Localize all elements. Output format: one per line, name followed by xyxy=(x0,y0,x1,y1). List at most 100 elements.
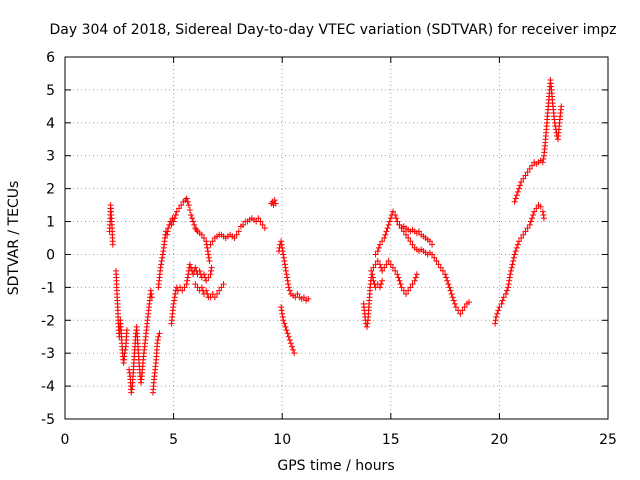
data-point xyxy=(179,287,186,294)
data-point xyxy=(282,264,289,271)
data-point xyxy=(537,203,544,210)
data-point xyxy=(148,294,155,301)
data-point xyxy=(505,284,512,291)
data-point xyxy=(379,277,386,284)
data-point xyxy=(395,274,402,281)
data-point xyxy=(394,218,401,225)
data-point xyxy=(186,261,193,268)
y-tick-label: -2 xyxy=(41,313,55,329)
data-point xyxy=(190,218,197,225)
data-point xyxy=(281,258,288,265)
y-tick-label: -1 xyxy=(41,280,55,296)
data-point xyxy=(207,271,214,278)
data-point xyxy=(512,195,519,202)
data-point xyxy=(157,264,164,271)
data-point xyxy=(381,235,388,241)
data-point xyxy=(158,258,165,265)
x-tick-label: 15 xyxy=(382,432,400,448)
data-point xyxy=(218,284,225,291)
data-point xyxy=(389,208,396,215)
data-point xyxy=(185,202,192,209)
data-point xyxy=(214,290,221,297)
data-point xyxy=(154,340,161,347)
data-point xyxy=(505,281,512,288)
data-point xyxy=(450,297,457,304)
data-point xyxy=(429,241,436,248)
data-point xyxy=(261,225,268,232)
data-point xyxy=(171,294,178,301)
data-point xyxy=(524,225,531,232)
data-point xyxy=(508,264,515,271)
data-point xyxy=(510,258,517,265)
data-point xyxy=(518,179,525,186)
data-point xyxy=(379,267,386,274)
data-point xyxy=(506,274,513,281)
data-point xyxy=(446,284,453,291)
data-point xyxy=(385,258,392,265)
data-point xyxy=(405,287,412,294)
data-point xyxy=(198,231,205,238)
data-point xyxy=(383,228,390,235)
data-point xyxy=(285,281,292,288)
data-point xyxy=(530,211,537,218)
x-tick-label: 0 xyxy=(61,432,70,448)
data-point xyxy=(507,271,514,278)
data-point xyxy=(205,254,212,261)
data-point xyxy=(240,221,247,228)
data-point xyxy=(159,254,166,261)
data-point xyxy=(524,169,531,176)
data-point xyxy=(398,284,405,291)
data-point xyxy=(279,310,286,317)
data-point xyxy=(498,300,505,307)
data-point xyxy=(461,304,468,311)
data-point xyxy=(526,221,533,228)
data-point xyxy=(369,271,376,278)
data-point xyxy=(517,182,524,189)
data-point xyxy=(396,221,403,228)
x-tick-label: 25 xyxy=(599,432,617,448)
data-point xyxy=(288,343,295,350)
data-point xyxy=(165,225,172,232)
data-point xyxy=(507,267,514,274)
data-point xyxy=(374,258,381,265)
data-point xyxy=(387,261,394,268)
data-point xyxy=(205,274,212,281)
x-axis-label: GPS time / hours xyxy=(277,458,394,474)
data-point xyxy=(384,225,391,232)
data-point xyxy=(540,211,547,218)
data-point xyxy=(278,238,285,245)
data-point xyxy=(168,221,175,228)
data-point xyxy=(305,295,312,302)
data-point xyxy=(203,277,210,284)
data-point xyxy=(192,264,199,271)
data-point xyxy=(122,346,129,353)
y-tick-label: 1 xyxy=(46,215,55,231)
data-point xyxy=(187,211,194,218)
data-point xyxy=(216,287,223,294)
data-point xyxy=(385,221,392,228)
x-tick-label: 5 xyxy=(169,432,178,448)
data-point xyxy=(181,284,188,291)
data-point xyxy=(207,241,214,248)
data-point xyxy=(300,294,307,301)
data-point xyxy=(259,221,266,228)
data-point xyxy=(290,346,297,353)
data-point xyxy=(178,202,185,209)
y-tick-label: -4 xyxy=(41,379,55,395)
data-point xyxy=(514,241,521,248)
data-point xyxy=(164,228,171,235)
data-point xyxy=(370,277,377,284)
data-point xyxy=(271,197,278,204)
y-tick-label: 0 xyxy=(46,247,55,263)
data-point xyxy=(513,192,520,199)
data-point xyxy=(386,218,393,225)
data-point xyxy=(493,313,500,320)
data-point xyxy=(407,284,414,291)
data-point xyxy=(500,294,507,301)
data-point xyxy=(278,241,285,248)
data-point xyxy=(514,188,521,195)
data-point xyxy=(520,231,527,238)
data-point xyxy=(443,274,450,281)
data-point xyxy=(413,271,420,278)
data-point xyxy=(448,290,455,297)
